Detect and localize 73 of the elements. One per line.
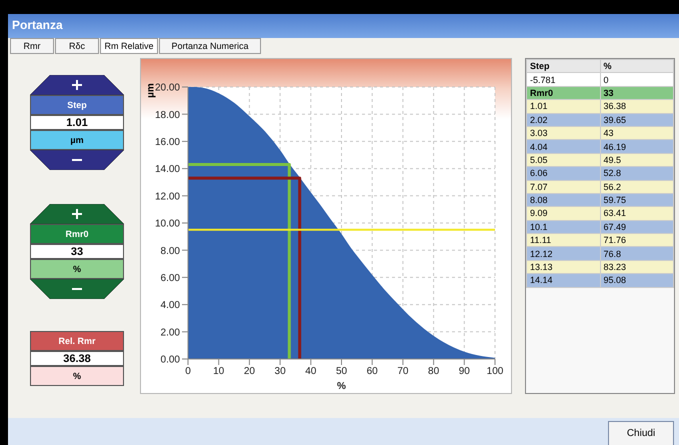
x-tick-label: 50 (336, 366, 348, 378)
y-tick-label: 18.00 (154, 110, 180, 121)
text: Portanza Numerica (159, 38, 261, 54)
y-tick-label: 12.00 (154, 191, 180, 202)
x-tick-label: 60 (366, 366, 378, 378)
text: Rmr0 (526, 86, 600, 100)
close-button: Chiudi (608, 421, 674, 445)
text: 10.1 (526, 220, 600, 234)
text: 12.12 (526, 246, 600, 260)
text: 39.65 (600, 113, 674, 126)
text: % (30, 259, 124, 279)
text: 11.11 (526, 234, 600, 247)
y-tick-label: 6.00 (160, 272, 180, 284)
x-axis-title: % (337, 381, 346, 392)
text: 56.2 (600, 180, 674, 194)
text: 4.04 (526, 140, 600, 154)
y-tick-label: 0.00 (160, 354, 180, 366)
text: 1.01 (526, 100, 600, 114)
text: 71.76 (600, 234, 674, 247)
y-tick-label: 14.00 (154, 164, 180, 176)
text: µm (30, 130, 124, 150)
text: 0 (600, 72, 674, 86)
x-tick-label: 70 (397, 366, 409, 378)
text: 33 (600, 86, 674, 100)
text: 43 (600, 126, 674, 140)
text: 7.07 (526, 180, 600, 194)
x-tick-label: 30 (274, 366, 286, 378)
x-tick-label: 80 (428, 366, 440, 378)
text: 83.23 (600, 260, 674, 274)
x-tick-label: 40 (305, 366, 317, 378)
y-tick-label: 4.00 (160, 300, 180, 312)
text: Step (30, 95, 124, 115)
text: 36.38 (30, 351, 124, 366)
text: 63.41 (600, 206, 674, 220)
x-tick-label: 10 (213, 366, 225, 378)
text: 2.02 (526, 113, 600, 126)
x-tick-label: 100 (486, 366, 504, 378)
text: Rmr0 (30, 224, 124, 244)
x-tick-label: 90 (458, 366, 470, 378)
text: 46.19 (600, 140, 674, 154)
text: 13.13 (526, 260, 600, 274)
y-tick-label: 10.00 (154, 218, 180, 230)
text: Step (526, 60, 600, 73)
text: % (600, 60, 674, 73)
text: Rel. Rmr (30, 331, 124, 351)
text: Portanza (12, 18, 63, 32)
text: 9.09 (526, 206, 600, 220)
text: Rmr (10, 38, 54, 54)
text: 52.8 (600, 166, 674, 180)
y-tick-label: 2.00 (160, 327, 180, 338)
x-tick-label: 0 (185, 366, 192, 378)
text: 33 (30, 244, 124, 259)
text: % (30, 366, 124, 386)
text: 76.8 (600, 246, 674, 260)
text: Rm Relative (100, 38, 158, 54)
text: 6.06 (526, 166, 600, 180)
y-tick-label: 8.00 (160, 246, 180, 257)
text: 5.05 (526, 153, 600, 167)
text: 14.14 (526, 274, 600, 288)
text: 67.49 (600, 220, 674, 234)
text: Rδc (55, 38, 99, 54)
text: 1.01 (30, 115, 124, 130)
x-tick-label: 20 (244, 366, 256, 378)
text: 95.08 (600, 274, 674, 288)
text: 8.08 (526, 193, 600, 207)
y-tick-label: 16.00 (154, 136, 180, 148)
text: 49.5 (600, 153, 674, 167)
y-axis-title: µm (146, 82, 156, 98)
text: 3.03 (526, 126, 600, 140)
text: 36.38 (600, 100, 674, 114)
y-tick-label: 20.00 (154, 82, 180, 94)
text: 59.75 (600, 193, 674, 207)
text: -5.781 (526, 72, 600, 86)
